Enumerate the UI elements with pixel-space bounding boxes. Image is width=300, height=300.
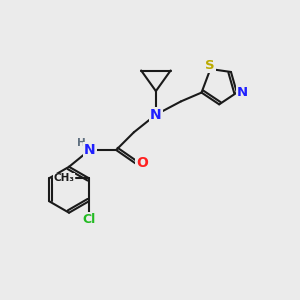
Text: N: N: [237, 86, 248, 99]
Text: CH₃: CH₃: [53, 173, 74, 183]
Text: O: O: [136, 156, 148, 170]
Text: Cl: Cl: [82, 213, 95, 226]
Text: H: H: [77, 138, 86, 148]
Text: N: N: [84, 143, 95, 157]
Text: N: N: [150, 108, 162, 122]
Text: S: S: [205, 59, 214, 72]
